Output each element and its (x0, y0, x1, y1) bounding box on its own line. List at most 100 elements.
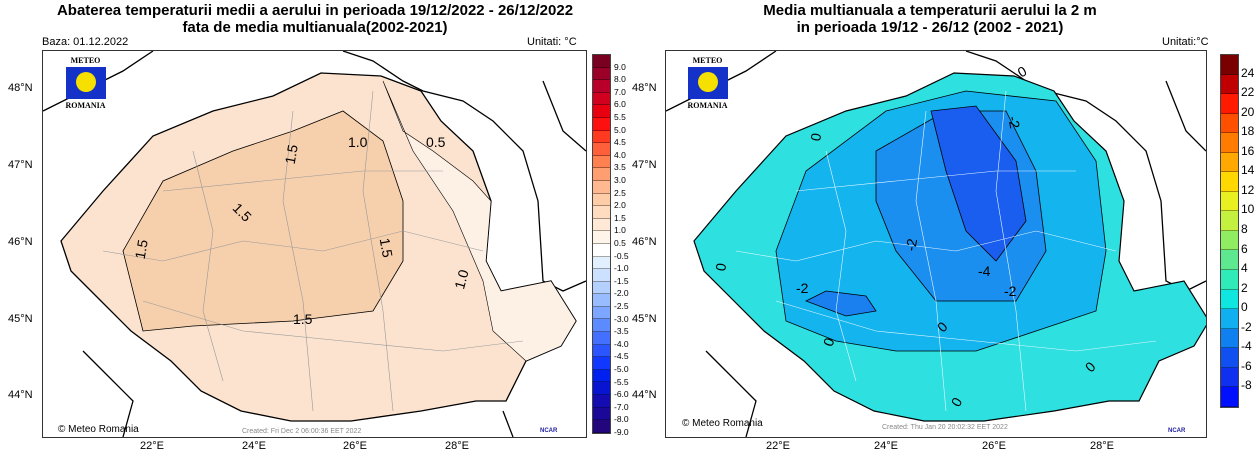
colorbar-bin (593, 193, 610, 207)
colorbar-label: -8.0 (614, 414, 629, 425)
lat-label: 45°N (632, 313, 657, 325)
colorbar-bin (593, 105, 610, 118)
colorbar-label: 12 (1241, 182, 1255, 197)
colorbar-bin (593, 382, 610, 396)
left-map-svg: 1.0 0.5 1.5 1.5 1.5 1.5 1.5 1.0 (42, 50, 587, 438)
colorbar-bin (593, 294, 610, 307)
left-map-title: Abaterea temperaturii medii a aerului in… (0, 2, 630, 36)
colorbar-label: 5.0 (614, 124, 626, 135)
right-map-title: Media multianuala a temperaturii aerului… (630, 2, 1230, 36)
contour-label: -2 (1004, 283, 1017, 299)
colorbar-bin (593, 180, 610, 194)
colorbar-label: 9.0 (614, 61, 626, 72)
right-units: Unitati:°C (1162, 36, 1209, 48)
colorbar-label: 1.5 (614, 212, 626, 223)
colorbar-label: -5.0 (614, 364, 629, 374)
county-borders (102, 90, 524, 412)
colorbar-label: 22 (1241, 85, 1255, 100)
colorbar-label: -2 (1241, 319, 1252, 334)
colorbar-label: 6.0 (614, 99, 626, 110)
colorbar-bin (593, 256, 610, 270)
colorbar-bin (593, 143, 610, 156)
colorbar-bin (593, 332, 610, 345)
colorbar-label: 0.5 (614, 238, 626, 248)
colorbar-bin (593, 281, 610, 295)
contour-label: -2 (796, 280, 809, 296)
colorbar-label: 3.5 (614, 162, 626, 173)
colorbar-label: 8 (1241, 222, 1248, 236)
colorbar-label: 4.5 (614, 137, 626, 148)
right-ncar-logo: NCAR (1168, 428, 1186, 434)
colorbar-bin (1221, 270, 1238, 290)
colorbar-label: -6.0 (614, 389, 629, 400)
colorbar-label: -3.0 (614, 313, 629, 324)
colorbar-label: 5.5 (614, 112, 626, 122)
colorbar-bin (593, 357, 610, 370)
left-title-line1: Abaterea temperaturii medii a aerului in… (56, 2, 574, 19)
contour-label: 0 (807, 132, 824, 143)
colorbar-bin (593, 92, 610, 106)
colorbar-label: 4 (1241, 261, 1248, 276)
colorbar-bin (1221, 309, 1238, 329)
colorbar-bin (1221, 348, 1238, 368)
colorbar-bin (593, 206, 610, 219)
colorbar-label: -5.5 (614, 376, 629, 387)
colorbar-bin (593, 319, 610, 333)
colorbar-bin (1221, 172, 1238, 192)
lon-label: 26°E (982, 440, 1006, 452)
colorbar-bin (593, 243, 610, 257)
colorbar-bin (593, 344, 610, 358)
lat-label: 47°N (8, 159, 33, 171)
colorbar-bin (593, 117, 610, 131)
colorbar-label: 4.0 (614, 149, 626, 160)
colorbar-bin (1221, 250, 1238, 271)
right-title-line1: Media multianuala a temperaturii aerului… (763, 2, 1097, 19)
lat-label: 45°N (8, 313, 33, 325)
contour-label: 0 (712, 262, 729, 273)
lat-label: 48°N (632, 82, 657, 94)
lon-label: 28°E (1090, 440, 1114, 452)
lon-label: 24°E (874, 440, 898, 452)
colorbar-label: 8.0 (614, 74, 626, 85)
colorbar-bin (1221, 387, 1238, 407)
colorbar-bin (1221, 133, 1238, 153)
right-map-svg: 0 -2 -4 -2 0 -2 -2 0 0 0 0 0 (665, 50, 1210, 438)
colorbar-bin (1221, 113, 1238, 134)
colorbar-label: 2 (1241, 280, 1248, 295)
colorbar-label: 24 (1241, 65, 1255, 80)
contour-label: -4 (978, 263, 991, 279)
left-created: Created: Fri Dec 2 06:00:36 EET 2022 (242, 428, 362, 435)
lat-label: 47°N (632, 159, 657, 171)
colorbar-label: 6 (1241, 241, 1248, 256)
colorbar-label: -4 (1241, 339, 1252, 354)
contour-label: -2 (902, 237, 920, 252)
colorbar-label: 2.5 (614, 187, 626, 198)
colorbar-label: -7.0 (614, 401, 629, 412)
romania (693, 72, 1210, 422)
colorbar-label: -4.0 (614, 338, 629, 349)
colorbar-label: -2.5 (614, 301, 629, 311)
lat-label: 48°N (8, 82, 33, 94)
lon-label: 28°E (445, 440, 469, 452)
colorbar-bin (593, 407, 610, 421)
colorbar-label: 1.0 (614, 225, 626, 236)
colorbar-label: 0 (1241, 300, 1248, 315)
colorbar-label: -4.5 (614, 351, 629, 362)
meteo-romania-logo: METEO ROMANIA (65, 56, 106, 110)
colorbar-label: 18 (1241, 124, 1255, 139)
colorbar-label: 2.0 (614, 200, 626, 211)
colorbar-label: -9.0 (614, 427, 629, 437)
contour-label: -2 (1005, 115, 1023, 130)
colorbar-bin (1221, 152, 1238, 173)
colorbar-label: -3.5 (614, 326, 629, 337)
colorbar-label: -1.0 (614, 263, 629, 274)
left-copyright: © Meteo Romania (58, 424, 139, 435)
contour-label: 1.0 (348, 134, 368, 150)
lon-label: 24°E (242, 440, 266, 452)
colorbar-bin (593, 369, 610, 383)
county-borders (735, 90, 1157, 412)
contour-label: 1.0 (451, 268, 472, 291)
lat-label: 44°N (632, 389, 657, 401)
left-title-line2: fata de media multianuala(2002-2021) (182, 19, 448, 36)
right-created: Created: Thu Jan 20 20:02:32 EET 2022 (882, 424, 1008, 431)
